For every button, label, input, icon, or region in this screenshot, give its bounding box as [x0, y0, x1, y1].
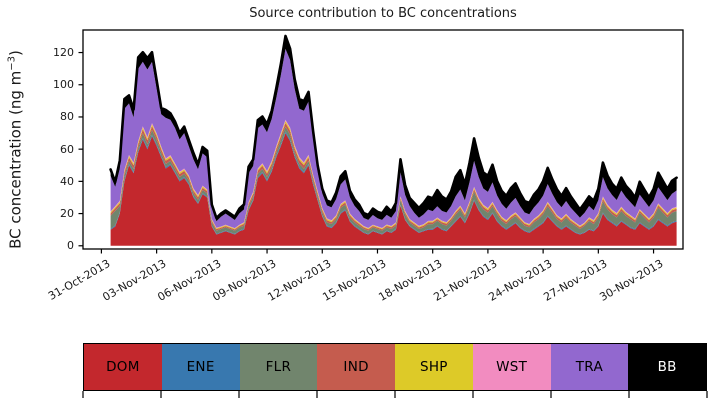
legend-label-ene: ENE [186, 359, 215, 375]
legend-item-dom: DOM [84, 344, 162, 390]
legend-item-tra: TRA [550, 344, 629, 390]
y-axis-label-text: BC concentration (ng m [6, 70, 25, 249]
chart-title: Source contribution to BC concentrations [249, 6, 517, 21]
y-axis-label-superscript: −3 [6, 55, 18, 71]
y-tick-label: 120 [53, 46, 74, 60]
legend-item-ind: IND [317, 344, 395, 390]
legend-label-bb: BB [657, 359, 677, 375]
legend-strip: DOM ENE FLR IND SHP WST TRA BB [83, 343, 707, 391]
y-axis-label-suffix: ) [6, 50, 25, 56]
legend-label-wst: WST [496, 359, 528, 375]
area-dom [110, 133, 677, 246]
plot-frame [82, 29, 684, 250]
legend-label-flr: FLR [265, 359, 292, 375]
legend-item-bb: BB [628, 344, 706, 390]
y-tick-label: 100 [53, 78, 74, 92]
legend-label-tra: TRA [575, 359, 603, 375]
legend-label-dom: DOM [106, 359, 140, 375]
y-tick-label: 60 [60, 142, 74, 156]
legend-item-shp: SHP [395, 344, 473, 390]
legend-label-ind: IND [343, 359, 369, 375]
y-axis-label: BC concentration (ng m−3) [7, 24, 28, 276]
y-tick-label: 20 [60, 207, 74, 221]
area-tra [110, 48, 677, 229]
y-tick-label: 80 [60, 110, 74, 124]
y-tick-label: 40 [60, 174, 74, 188]
legend-item-ene: ENE [161, 344, 240, 390]
y-tick-label: 0 [67, 239, 74, 253]
total-bc-line [109, 34, 678, 220]
legend-item-wst: WST [472, 344, 551, 390]
legend-item-flr: FLR [239, 344, 318, 390]
legend-label-shp: SHP [419, 359, 448, 375]
